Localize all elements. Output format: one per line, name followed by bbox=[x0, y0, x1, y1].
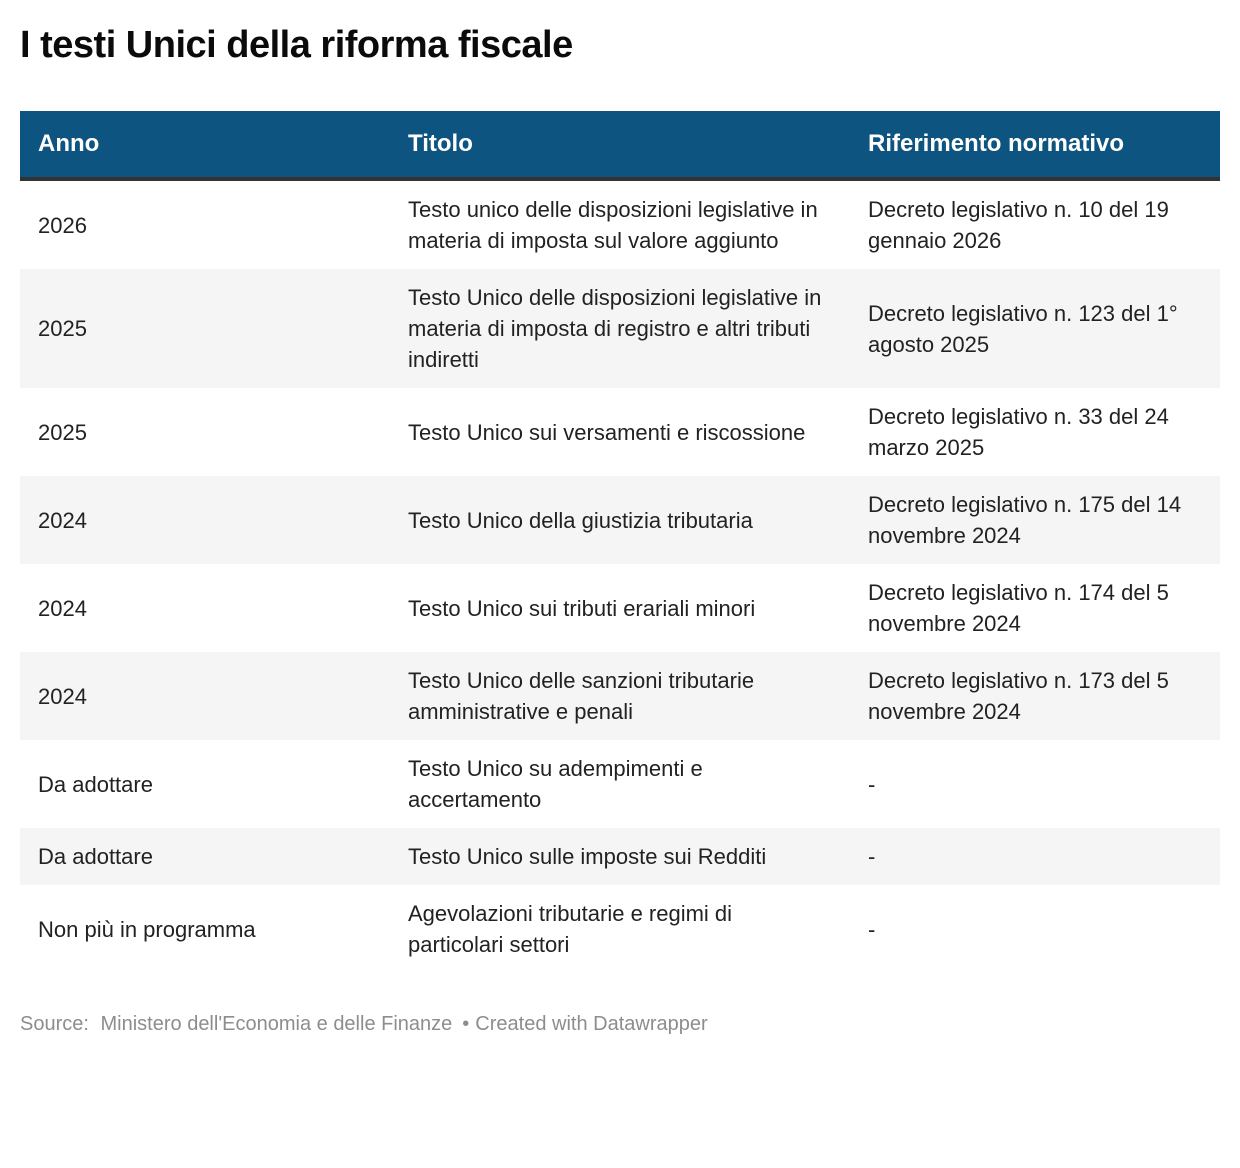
table-row: 2024 Testo Unico della giustizia tributar… bbox=[20, 476, 1220, 564]
table-row: Da adottare Testo Unico su adempimenti e … bbox=[20, 740, 1220, 828]
source-link[interactable]: Ministero dell'Economia e delle Finanze bbox=[100, 1013, 453, 1035]
cell-anno: 2024 bbox=[38, 595, 87, 621]
cell-titolo: Testo Unico della giustizia tributaria bbox=[408, 507, 753, 533]
cell-titolo: Agevolazioni tributarie e regimi di part… bbox=[408, 901, 733, 957]
table-row: 2024 Testo Unico sui tributi erariali min… bbox=[20, 564, 1220, 652]
table-row: Non più in programma Agevolazioni tributa… bbox=[20, 885, 1220, 973]
source-label: Source: bbox=[20, 1013, 89, 1035]
column-header-riferimento: Riferimento normativo bbox=[868, 111, 1220, 181]
data-table: Anno Titolo Riferimento normativo 2026 Te… bbox=[20, 111, 1220, 973]
cell-riferimento: Decreto legislativo n. 123 del 1° agosto… bbox=[868, 300, 1178, 357]
cell-anno: 2024 bbox=[38, 683, 87, 709]
column-header-anno: Anno bbox=[20, 111, 408, 181]
cell-titolo: Testo Unico delle disposizioni legislati… bbox=[408, 285, 822, 372]
cell-riferimento: Decreto legislativo n. 33 del 24 marzo 2… bbox=[868, 404, 1169, 460]
table-row: Da adottare Testo Unico sulle imposte sui… bbox=[20, 828, 1220, 885]
cell-titolo: Testo Unico sulle imposte sui Redditi bbox=[408, 844, 767, 869]
cell-riferimento: - bbox=[868, 916, 876, 942]
cell-anno: 2025 bbox=[38, 316, 87, 341]
cell-riferimento: Decreto legislativo n. 175 del 14 novemb… bbox=[868, 492, 1182, 548]
footer-separator: • bbox=[462, 1013, 470, 1035]
column-header-titolo: Titolo bbox=[408, 111, 868, 181]
cell-titolo: Testo Unico sui versamenti e riscossione bbox=[408, 419, 806, 445]
cell-riferimento: Decreto legislativo n. 173 del 5 novembr… bbox=[868, 668, 1169, 724]
datawrapper-credit-link[interactable]: Created with Datawrapper bbox=[475, 1013, 708, 1035]
cell-anno: 2026 bbox=[38, 212, 87, 238]
table-row: 2025 Testo Unico delle disposizioni legis… bbox=[20, 269, 1220, 388]
cell-titolo: Testo Unico delle sanzioni tributarie am… bbox=[408, 668, 755, 724]
cell-anno: 2024 bbox=[38, 507, 87, 533]
table-row: 2026 Testo unico delle disposizioni legis… bbox=[20, 179, 1220, 269]
table-body: 2026 Testo unico delle disposizioni legis… bbox=[20, 179, 1220, 973]
cell-anno: Da adottare bbox=[38, 771, 153, 797]
cell-anno: Da adottare bbox=[38, 844, 153, 869]
cell-anno: 2025 bbox=[38, 419, 87, 445]
cell-anno: Non più in programma bbox=[38, 916, 256, 942]
table-row: 2025 Testo Unico sui versamenti e riscoss… bbox=[20, 388, 1220, 476]
cell-titolo: Testo Unico sui tributi erariali minori bbox=[408, 595, 756, 621]
cell-riferimento: - bbox=[868, 771, 876, 797]
cell-titolo: Testo Unico su adempimenti e accertament… bbox=[408, 756, 703, 812]
cell-riferimento: Decreto legislativo n. 10 del 19 gennaio… bbox=[868, 197, 1169, 253]
cell-riferimento: - bbox=[868, 844, 876, 869]
footer: Source: Ministero dell'Economia e delle … bbox=[20, 1011, 1220, 1037]
cell-titolo: Testo unico delle disposizioni legislati… bbox=[408, 197, 818, 253]
cell-riferimento: Decreto legislativo n. 174 del 5 novembr… bbox=[868, 580, 1169, 636]
table-row: 2024 Testo Unico delle sanzioni tributari… bbox=[20, 652, 1220, 740]
header-row: Anno Titolo Riferimento normativo bbox=[20, 111, 1220, 181]
page-title: I testi Unici della riforma fiscale bbox=[20, 24, 573, 66]
